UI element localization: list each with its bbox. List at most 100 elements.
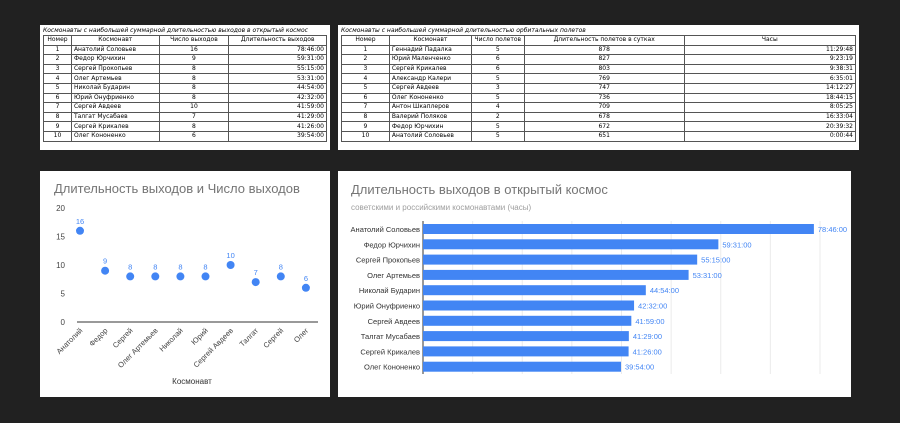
table-cell: 6 xyxy=(470,54,525,65)
data-label: 8 xyxy=(153,262,157,271)
bar xyxy=(423,346,629,357)
table-cell: 8:05:25 xyxy=(683,102,857,113)
data-label: 10 xyxy=(226,251,234,260)
table-cell: 6 xyxy=(341,92,390,104)
table-cell: 8 xyxy=(158,92,230,104)
table-cell: 736 xyxy=(523,92,685,104)
table-row: 10 Анатолий Соловьев 5 651 0:00:44 xyxy=(341,130,857,142)
bar xyxy=(423,239,719,250)
table-cell: Антон Шкаплеров xyxy=(388,102,472,113)
table-cell: 8 xyxy=(158,63,230,75)
table-cell: Анатолий Соловьев xyxy=(388,130,472,142)
x-tick-label: Сергей xyxy=(111,326,135,350)
table-cell: Сергей Крикалев xyxy=(388,63,472,75)
table-cell: 4 xyxy=(341,73,390,84)
column-header: Число полетов xyxy=(470,35,525,46)
table-cell: 8 xyxy=(43,111,72,123)
data-label: 39:54:00 xyxy=(625,363,654,372)
table-row: 9 Федор Юрчихин 5 672 20:39:32 xyxy=(341,121,857,132)
data-point xyxy=(101,266,110,275)
table-cell: 59:31:00 xyxy=(228,54,327,65)
data-point xyxy=(76,226,84,235)
data-label: 78:46:00 xyxy=(818,225,847,234)
table-cell: 803 xyxy=(523,63,685,75)
category-label: Сергей Авдеев xyxy=(368,317,420,326)
spacewalks-table: Номер Космонавт Число выходов Длительность … xyxy=(43,35,327,142)
table-cell: 2 xyxy=(470,111,525,123)
table-cell: 747 xyxy=(523,82,685,94)
table-cell: 1 xyxy=(43,44,72,56)
table-cell: 878 xyxy=(523,44,685,56)
data-point xyxy=(301,283,310,292)
data-label: 8 xyxy=(178,262,182,271)
table-cell: 5 xyxy=(470,92,525,104)
bar xyxy=(423,254,698,265)
data-label: 6 xyxy=(304,274,308,283)
data-label: 8 xyxy=(128,262,132,271)
category-label: Олег Кононенко xyxy=(364,363,420,372)
column-header: Космонавт xyxy=(388,35,472,46)
table-row: 6 Олег Кононенко 5 736 18:44:15 xyxy=(341,92,857,104)
table-title: Космонавты с наибольшей суммарной длител… xyxy=(341,27,586,34)
table-cell: 10 xyxy=(43,130,72,142)
y-tick-label: 5 xyxy=(61,290,66,299)
table-cell: 709 xyxy=(523,102,685,113)
table-cell: 5 xyxy=(43,82,72,94)
data-point xyxy=(251,278,260,287)
x-tick-label: Олег xyxy=(292,326,311,345)
table-cell: 9 xyxy=(158,54,230,65)
table-cell: 6 xyxy=(43,92,72,104)
data-label: 44:54:00 xyxy=(650,286,679,295)
table-cell: Сергей Крикалев xyxy=(70,121,160,132)
table-cell: 5 xyxy=(470,121,525,132)
table-row: 5 Сергей Авдеев 3 747 14:12:27 xyxy=(341,82,857,94)
table-cell: 7 xyxy=(43,102,72,113)
table-cell: 8 xyxy=(158,121,230,132)
table-cell: 6:35:01 xyxy=(683,73,857,84)
table-cell: 9 xyxy=(341,121,390,132)
table-cell: 6 xyxy=(158,130,230,142)
category-label: Николай Бударин xyxy=(359,286,420,295)
chart-subtitle: советскими и российскими космонавтами (ч… xyxy=(351,203,532,212)
table-cell: 7 xyxy=(158,111,230,123)
table-cell: Геннадий Падалка xyxy=(388,44,472,56)
table-row: 7 Антон Шкаплеров 4 709 8:05:25 xyxy=(341,102,857,113)
column-header: Число выходов xyxy=(158,35,230,46)
table-cell: 672 xyxy=(523,121,685,132)
table-cell: 42:32:00 xyxy=(228,92,327,104)
bar xyxy=(423,331,629,342)
column-header: Номер xyxy=(43,35,72,46)
table-cell: 9:23:19 xyxy=(683,54,857,65)
table-cell: Валерий Поляков xyxy=(388,111,472,123)
table-cell: Сергей Прокопьев xyxy=(70,63,160,75)
table-cell: 2 xyxy=(43,54,72,65)
data-label: 59:31:00 xyxy=(722,240,751,249)
table-cell: 9 xyxy=(43,121,72,132)
category-label: Сергей Крикалев xyxy=(360,347,420,356)
category-label: Анатолий Соловьев xyxy=(351,225,420,234)
table-cell: 4 xyxy=(43,73,72,84)
table-cell: 6 xyxy=(470,63,525,75)
table-panel-spacewalks: Космонавты с наибольшей суммарной длител… xyxy=(40,25,330,150)
data-point xyxy=(201,272,210,281)
data-label: 8 xyxy=(279,262,283,271)
table-cell: 41:59:00 xyxy=(228,102,327,113)
table-cell: Федор Юрчихин xyxy=(70,54,160,65)
table-cell: 5 xyxy=(470,130,525,142)
y-tick-label: 10 xyxy=(56,261,65,270)
data-point xyxy=(151,272,160,281)
data-label: 41:29:00 xyxy=(633,332,662,341)
bar xyxy=(423,269,689,280)
data-label: 41:26:00 xyxy=(633,347,662,356)
table-row: 10 Олег Кононенко 6 39:54:00 xyxy=(43,130,327,142)
data-label: 7 xyxy=(254,268,258,277)
bar xyxy=(423,285,646,296)
table-cell: 3 xyxy=(470,82,525,94)
table-cell: Николай Бударин xyxy=(70,82,160,94)
table-cell: Федор Юрчихин xyxy=(388,121,472,132)
table-cell: Сергей Авдеев xyxy=(70,102,160,113)
bar xyxy=(423,300,635,311)
table-header-row: Номер Космонавт Число полетов Длительность … xyxy=(341,35,857,46)
column-header: Часы xyxy=(683,35,857,46)
table-cell: 16 xyxy=(158,44,230,56)
